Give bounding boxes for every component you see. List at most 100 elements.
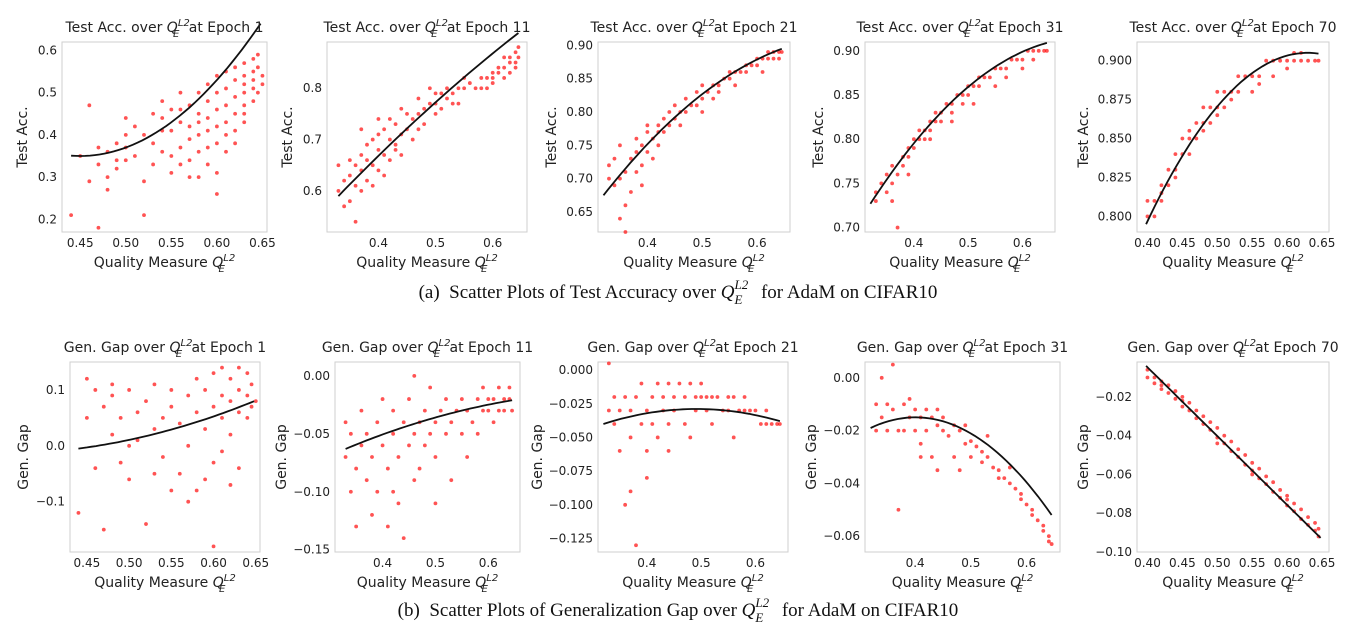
data-point [623,230,628,234]
data-point [764,422,769,426]
data-point [1316,526,1321,531]
data-point [688,435,693,440]
data-point [1299,507,1303,512]
y-tick-label: 0.90 [833,44,860,58]
data-point [644,475,649,480]
plot-frame [864,41,1056,233]
data-point [391,489,396,494]
data-point [656,123,661,128]
data-point [186,499,191,504]
data-point [1257,466,1262,471]
data-point [380,397,385,401]
data-point [214,90,219,95]
fit-curve [337,32,519,197]
data-point [444,397,448,401]
data-point [998,66,1003,71]
data-point [382,173,387,178]
data-point [169,107,174,112]
data-point [114,158,119,163]
data-point [401,536,406,540]
data-point [359,127,364,132]
data-point [1292,501,1296,506]
data-point [370,513,374,517]
data-point [1264,58,1269,63]
data-point [422,122,427,127]
data-point [966,93,971,97]
data-point [416,127,421,132]
y-axis-label: Test Acc. [811,106,827,168]
data-point [896,428,901,433]
fit-curve [71,23,262,157]
fit-curve [870,416,1053,516]
y-tick-label: −0.100 [549,498,593,512]
data-point [980,460,984,465]
y-axis-label: Test Acc. [280,106,296,168]
data-point [160,149,165,154]
data-point [971,101,976,106]
data-point [479,76,484,80]
data-point [211,404,216,409]
data-point [205,145,210,150]
data-point [991,465,996,470]
y-tick-label: 0.800 [1098,209,1132,223]
data-point [151,162,156,167]
data-point [777,422,782,426]
data-point [1015,57,1019,62]
data-point [507,70,512,75]
x-axis-label: Quality Measure QL2 E [356,253,498,275]
data-point [433,111,438,116]
data-point [693,395,698,399]
data-point [249,382,254,387]
data-point [1285,497,1290,502]
data-point [242,120,247,125]
data-point [1257,82,1262,86]
plot-frame [69,361,261,553]
data-point [634,543,638,548]
data-point [342,178,347,183]
data-point [382,153,387,157]
data-point [1215,89,1220,94]
data-point [1041,528,1046,533]
x-tick-label: 0.55 [1239,556,1266,570]
data-point [236,466,241,471]
chart-title: Test Acc. over QL2 E at Epoch 21 [590,18,798,40]
data-point [433,501,438,506]
data-point [385,524,390,529]
data-point [738,70,743,74]
data-point [101,527,106,532]
data-point [251,86,256,91]
data-point [178,162,183,167]
data-point [152,427,157,431]
chart-gap-e21: 0.4 0.5 0.6 −0.125 −0.100 −0.075 −0.050 −0.025 0… [530,338,799,595]
y-tick-label: 0.000 [559,363,593,377]
chart-title: Gen. Gap over QL2 E at Epoch 70 [1127,338,1338,360]
data-point [907,397,912,401]
data-point [376,132,381,137]
x-axis-label: Quality Measure QL2 E [1162,253,1304,275]
data-point [178,120,183,125]
data-point [968,439,973,444]
data-point [890,163,895,168]
data-point [1009,57,1014,62]
chart-gap-e1: 0.45 0.50 0.55 0.60 0.65 −0.1 0.0 0.1 Gen. Gap o… [16,338,269,595]
data-point [459,397,464,401]
data-point [1187,128,1192,133]
data-point [1306,515,1310,520]
data-point [890,181,895,186]
data-point [1004,75,1009,80]
data-point [1208,420,1213,425]
data-point [228,432,233,437]
data-point [996,468,1001,473]
caption-a-sub: E [734,292,743,307]
data-point [634,395,638,399]
data-point [475,431,480,436]
data-point [513,50,518,55]
data-point [700,96,705,101]
data-point [513,60,518,65]
data-point [385,466,390,471]
y-axis-label: Test Acc. [15,106,31,168]
y-tick-label: −0.025 [549,397,593,411]
data-point [353,183,358,188]
data-point [623,395,628,399]
